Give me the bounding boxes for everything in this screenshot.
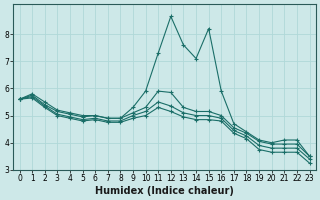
X-axis label: Humidex (Indice chaleur): Humidex (Indice chaleur) [95,186,234,196]
